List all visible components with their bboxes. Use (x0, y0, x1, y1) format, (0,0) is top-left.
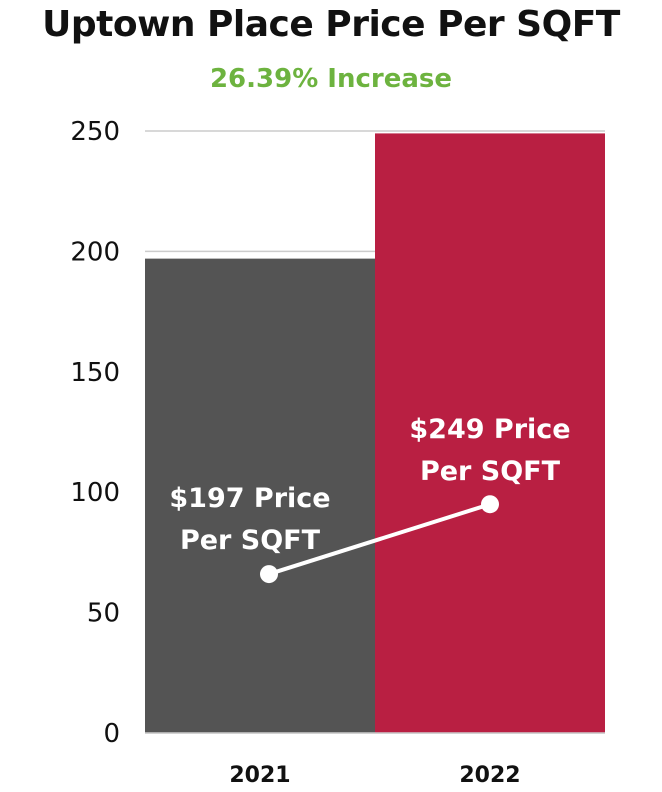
y-tick-label: 100 (70, 478, 120, 508)
bar-2022 (375, 133, 605, 733)
data-label: Per SQFT (180, 525, 321, 556)
y-tick-label: 250 (70, 117, 120, 147)
data-label: Per SQFT (420, 456, 561, 487)
chart-title: Uptown Place Price Per SQFT (42, 4, 620, 45)
x-tick-label: 2022 (459, 763, 520, 788)
y-tick-label: 0 (103, 719, 120, 749)
y-tick-label: 150 (70, 358, 120, 388)
overlay-line (268, 502, 491, 576)
bar-2021 (145, 258, 375, 733)
x-tick-label: 2021 (229, 763, 290, 788)
overlay-point (481, 495, 499, 514)
data-label: $249 Price (409, 414, 570, 445)
y-tick-label: 50 (87, 599, 120, 629)
overlay-point (260, 565, 278, 584)
data-label: $197 Price (169, 483, 330, 514)
chart-subtitle: 26.39% Increase (209, 64, 453, 94)
y-tick-label: 200 (70, 237, 120, 267)
